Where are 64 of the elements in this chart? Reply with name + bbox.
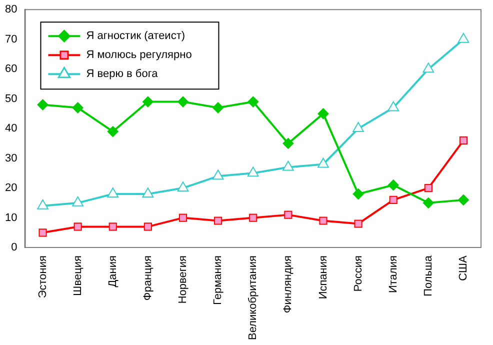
x-tick-label: Германия <box>212 255 224 305</box>
point <box>72 102 84 114</box>
point <box>37 199 48 210</box>
point <box>352 188 364 200</box>
x-tick-label: Финляндия <box>282 255 294 314</box>
x-tick-label: Италия <box>387 255 400 293</box>
point <box>458 194 469 206</box>
x-tick-label: Франция <box>142 255 154 301</box>
x-tick-label: Испания <box>317 255 330 300</box>
y-tick-label: 20 <box>4 182 18 194</box>
legend-label: Я агностик (атеист) <box>86 30 186 42</box>
point <box>318 108 329 120</box>
y-tick-label: 30 <box>4 152 18 164</box>
point <box>144 222 152 231</box>
point <box>212 170 224 180</box>
point <box>249 214 258 222</box>
x-tick-label: Дания <box>106 255 119 288</box>
point <box>282 138 294 149</box>
point <box>107 126 118 138</box>
point <box>248 96 259 108</box>
point <box>38 228 47 237</box>
y-tick-label: 0 <box>11 242 18 254</box>
point <box>108 222 117 231</box>
point <box>178 214 188 222</box>
point <box>319 216 328 225</box>
point <box>282 160 294 171</box>
point <box>459 136 468 144</box>
point <box>422 62 434 73</box>
point <box>247 166 259 177</box>
point <box>352 122 364 132</box>
point <box>318 158 329 168</box>
point <box>284 210 292 219</box>
y-tick-label: 40 <box>4 122 18 135</box>
x-tick-label: Россия <box>352 255 364 292</box>
point <box>74 222 82 231</box>
point <box>72 196 84 206</box>
y-tick-label: 50 <box>4 92 18 105</box>
point <box>458 32 470 43</box>
y-tick-label: 80 <box>4 4 18 16</box>
point <box>142 187 154 198</box>
x-tick-label: Норвегия <box>177 255 190 304</box>
point <box>142 96 154 108</box>
point <box>389 196 398 204</box>
legend-label: Я молюсь регулярно <box>86 49 192 62</box>
point <box>212 102 224 114</box>
x-tick-label: Эстония <box>36 255 49 298</box>
y-tick-label: 10 <box>4 212 18 224</box>
point <box>178 96 188 108</box>
y-tick-label: 60 <box>4 63 18 76</box>
legend-label: Я верю в бога <box>86 68 159 80</box>
x-tick-label: Польша <box>422 254 434 296</box>
point <box>177 182 189 192</box>
y-tick-label: 70 <box>4 33 18 46</box>
point <box>107 187 119 198</box>
x-tick-label: Швеция <box>72 255 84 296</box>
point <box>214 216 222 225</box>
point <box>388 180 399 191</box>
point <box>354 220 362 228</box>
point <box>424 184 432 192</box>
point <box>422 197 434 208</box>
x-tick-label: Великобритания <box>247 255 260 340</box>
point <box>37 99 48 110</box>
x-tick-label: США <box>458 254 470 281</box>
point <box>388 101 400 112</box>
